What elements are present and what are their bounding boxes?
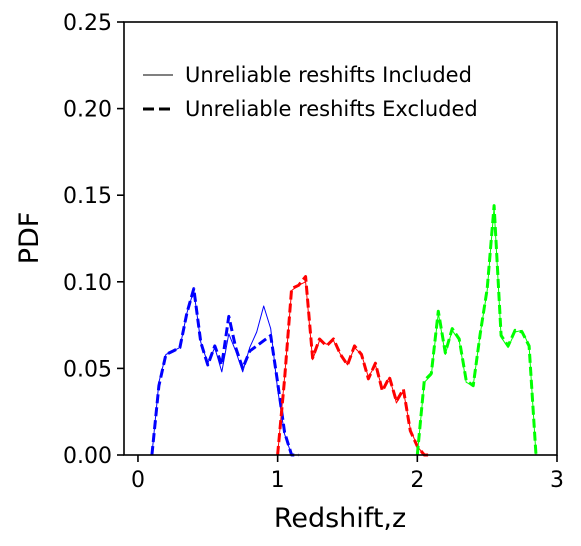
plot-frame [123,21,558,456]
series-line-0 [151,290,299,456]
y-tick-label: 0.15 [63,184,112,209]
series-line-5 [415,204,538,456]
x-tick-label: 3 [550,468,564,493]
series-line-4 [416,206,537,456]
series-line-1 [150,287,299,457]
series-line-2 [277,281,432,456]
legend: Unreliable reshifts Included Unreliable … [143,63,478,121]
series-line-3 [276,275,432,457]
y-tick-label: 0.05 [63,357,112,382]
x-tick-label: 2 [410,468,424,493]
y-tick-label: 0.20 [63,98,112,123]
ticks-layer: 0 1 2 3 0.00 0.05 0.10 0.15 0.20 0.25 [63,11,564,493]
y-tick-label: 0.25 [63,11,112,36]
legend-label-included: Unreliable reshifts Included [185,63,472,87]
series-layer [150,204,538,457]
x-axis-label: Redshift,z [274,503,406,534]
x-tick-label: 0 [131,468,145,493]
x-tick-label: 1 [271,468,285,493]
y-tick-label: 0.10 [63,271,112,296]
y-axis-label: PDF [14,212,45,265]
legend-label-excluded: Unreliable reshifts Excluded [185,97,478,121]
y-tick-label: 0.00 [63,444,112,469]
